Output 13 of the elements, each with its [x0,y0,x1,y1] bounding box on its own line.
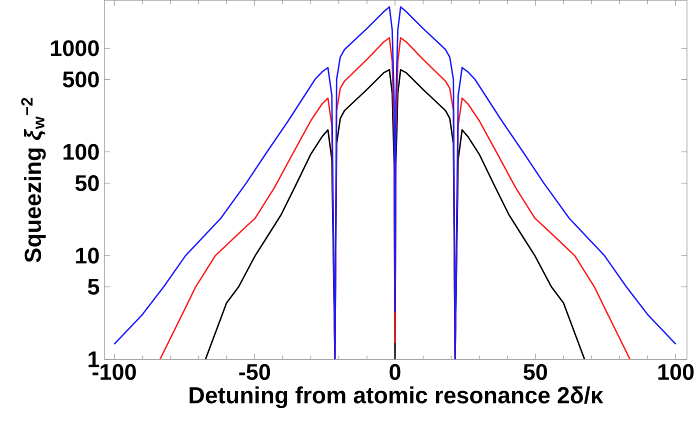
x-tick-label: -50 [239,364,270,380]
y-tick-label: 10 [76,248,99,264]
y-axis-title: Squeezing ξ$_{w}$−2 [21,98,46,262]
x-tick-label: 100 [658,364,694,380]
x-tick-label: 50 [524,364,547,380]
y-tick-label: 50 [75,175,99,192]
y-tick-label: 5 [88,278,100,295]
line-series [114,6,676,360]
y-tick-label: 1000 [51,40,99,56]
y-tick-label: 100 [64,144,99,160]
y-tick-label: 500 [62,71,99,88]
x-tick-label: 0 [390,364,400,380]
x-axis-title: Detuning from atomic resonance 2δ/κ [190,386,604,408]
